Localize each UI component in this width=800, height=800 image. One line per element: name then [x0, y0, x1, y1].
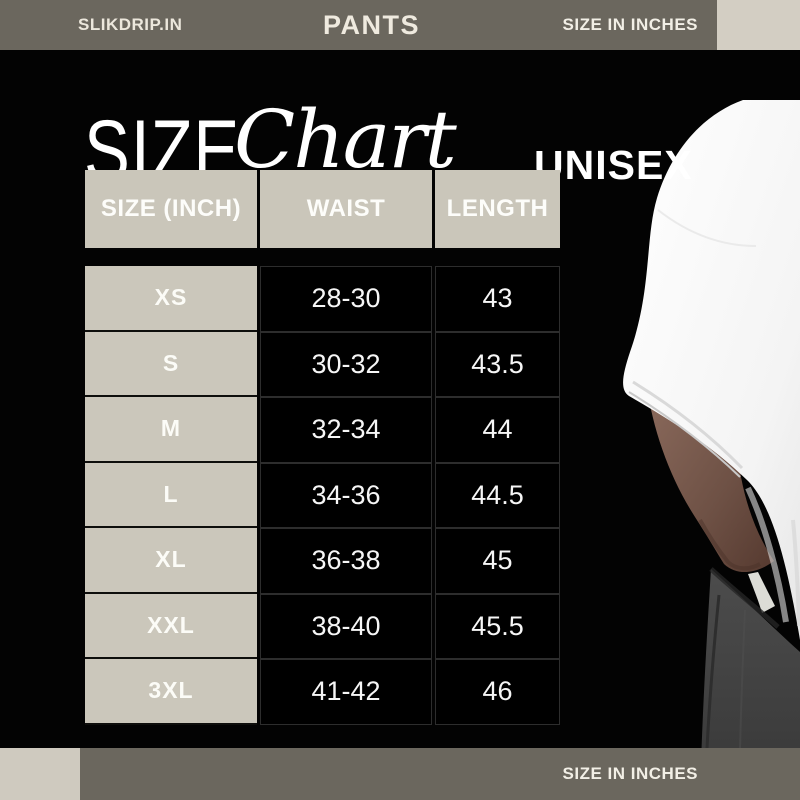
size-label: L — [85, 462, 257, 528]
waist-value: 36-38 — [260, 528, 432, 594]
model-photo — [623, 100, 800, 798]
size-table-body: XS 28-30 43 S 30-32 43.5 M 32-34 44 L 34… — [85, 266, 560, 725]
page-title-script: Chart — [234, 93, 457, 186]
column-header-waist: WAIST — [260, 170, 432, 248]
brand-label: SLIKDRIP.IN — [78, 15, 183, 34]
top-bar — [0, 0, 800, 50]
length-value: 45.5 — [435, 593, 560, 659]
category-label: PANTS — [323, 10, 421, 40]
size-label: S — [85, 331, 257, 397]
length-value: 43.5 — [435, 331, 560, 397]
size-table-header: SIZE (INCH) WAIST LENGTH — [85, 170, 560, 248]
bottom-bar — [0, 748, 800, 800]
waist-value: 30-32 — [260, 331, 432, 397]
waist-value: 32-34 — [260, 397, 432, 463]
audience-label: UNISEX — [534, 142, 693, 188]
top-right-accent-block — [717, 0, 800, 50]
model-pants — [700, 569, 800, 798]
waist-value: 41-42 — [260, 659, 432, 725]
waist-value: 34-36 — [260, 462, 432, 528]
length-value: 44 — [435, 397, 560, 463]
unit-label-bottom: SIZE IN INCHES — [562, 764, 698, 783]
size-label: M — [85, 397, 257, 463]
bottom-left-accent-block — [0, 748, 80, 800]
size-label: XS — [85, 266, 257, 332]
column-header-length: LENGTH — [435, 170, 560, 248]
model-shirt — [623, 100, 800, 640]
length-value: 44.5 — [435, 462, 560, 528]
length-value: 46 — [435, 659, 560, 725]
length-value: 43 — [435, 266, 560, 332]
waist-value: 38-40 — [260, 593, 432, 659]
size-label: 3XL — [85, 659, 257, 725]
size-label: XXL — [85, 593, 257, 659]
size-label: XL — [85, 528, 257, 594]
unit-label-top: SIZE IN INCHES — [562, 15, 698, 34]
length-value: 45 — [435, 528, 560, 594]
column-header-size: SIZE (INCH) — [85, 170, 257, 248]
waist-value: 28-30 — [260, 266, 432, 332]
